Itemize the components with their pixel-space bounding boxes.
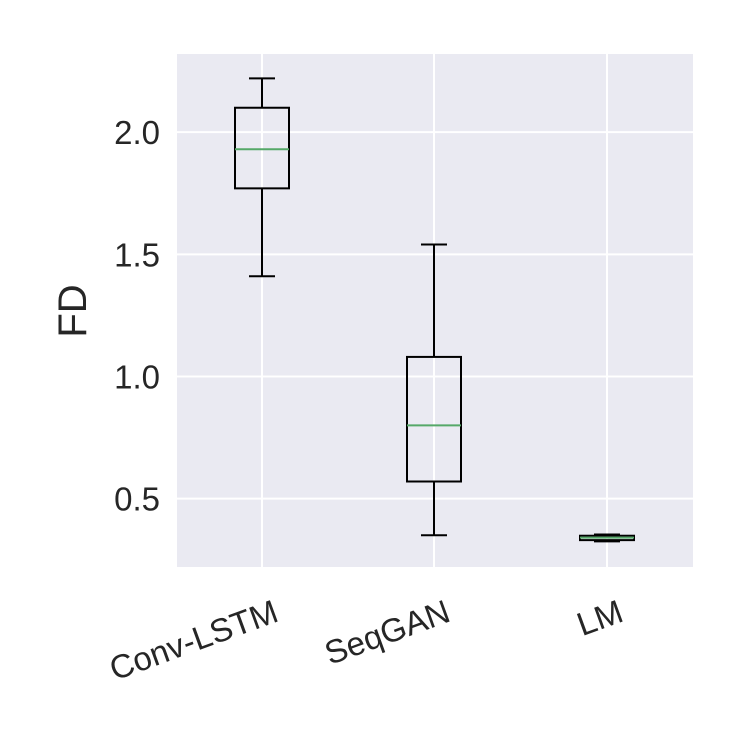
x-tick-label: SeqGAN (320, 592, 455, 671)
x-tick-label: Conv-LSTM (105, 592, 283, 687)
y-tick-label: 1.0 (114, 358, 160, 395)
y-tick-labels: 0.5 1.0 1.5 2.0 (114, 114, 160, 517)
box-lm (579, 533, 635, 543)
iqr-box (406, 355, 462, 483)
y-tick-label: 1.5 (114, 236, 160, 273)
iqr-box (234, 106, 290, 190)
boxes (234, 77, 635, 543)
y-axis-label: FD (51, 284, 95, 337)
box-seqgan (406, 243, 462, 537)
y-tick-label: 0.5 (114, 481, 160, 518)
x-tick-labels: Conv-LSTM SeqGAN LM (105, 592, 628, 687)
y-tick-label: 2.0 (114, 114, 160, 151)
x-tick-label: LM (572, 592, 628, 642)
box-conv-lstm (234, 77, 290, 278)
